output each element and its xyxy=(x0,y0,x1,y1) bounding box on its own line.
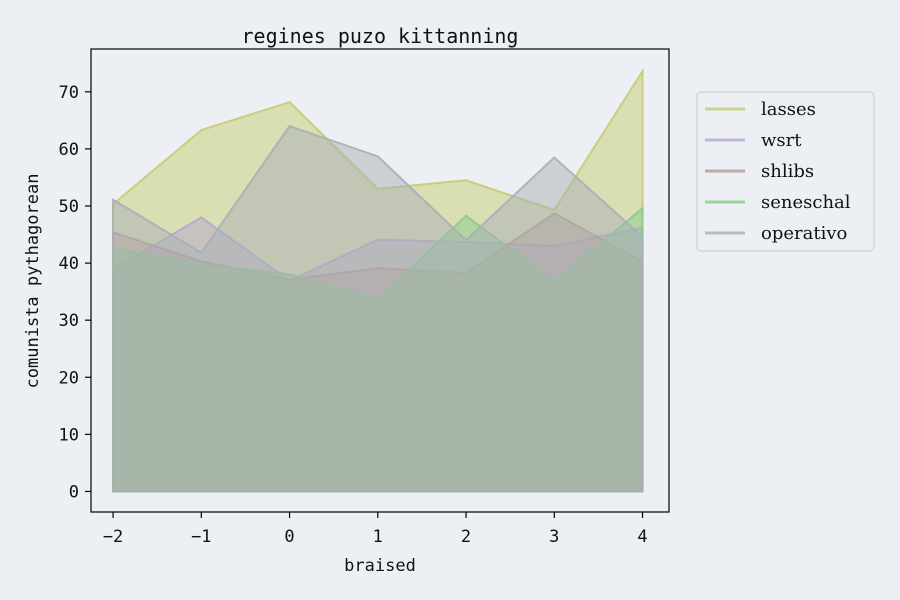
data-point-operativo-6 xyxy=(642,236,644,238)
x-axis: −2 −1 0 1 2 3 4 xyxy=(103,512,648,547)
axes-border xyxy=(90,48,670,513)
x-tick-label: −2 xyxy=(103,527,123,547)
data-point-lasses-1 xyxy=(200,129,202,131)
legend-label-wsrt: wsrt xyxy=(761,130,802,151)
data-point-seneschal-6 xyxy=(642,207,644,209)
data-point-wsrt-1 xyxy=(200,216,202,218)
legend-label-seneschal: seneschal xyxy=(761,192,851,213)
x-tick-label: 1 xyxy=(373,527,383,547)
data-point-lasses-2 xyxy=(289,101,291,103)
y-tick-label: 30 xyxy=(59,311,79,331)
y-axis: 0 10 20 30 40 50 60 70 xyxy=(59,83,91,502)
x-tick-label: 0 xyxy=(284,527,294,547)
legend-box xyxy=(696,91,875,252)
y-tick-label: 40 xyxy=(59,254,79,274)
x-axis-label: braised xyxy=(344,556,416,576)
y-axis-label: comunista pythagorean xyxy=(23,174,43,389)
legend-label-lasses: lasses xyxy=(761,99,816,120)
x-tick-label: 4 xyxy=(637,527,647,547)
y-tick-label: 10 xyxy=(59,425,79,445)
chart-title: regines puzo kittanning xyxy=(242,24,519,48)
data-point-lasses-6 xyxy=(642,70,644,72)
x-tick-label: 2 xyxy=(461,527,471,547)
data-point-lasses-4 xyxy=(465,179,467,181)
data-point-operativo-1 xyxy=(200,252,202,254)
y-tick-label: 70 xyxy=(59,83,79,103)
legend-label-shlibs: shlibs xyxy=(761,161,814,182)
series-area-operativo xyxy=(112,124,644,493)
y-tick-label: 0 xyxy=(69,482,79,502)
x-tick-label: −1 xyxy=(191,527,211,547)
x-tick-label: 3 xyxy=(549,527,559,547)
legend: lasses wsrt shlibs seneschal operativo xyxy=(696,91,875,252)
data-point-operativo-5 xyxy=(553,156,555,158)
y-tick-label: 20 xyxy=(59,368,79,388)
legend-label-operativo: operativo xyxy=(761,223,847,244)
data-point-operativo-4 xyxy=(465,239,467,241)
y-tick-label: 60 xyxy=(59,140,79,160)
plot-area xyxy=(90,48,670,513)
data-point-operativo-3 xyxy=(377,155,379,157)
data-point-operativo-0 xyxy=(112,199,114,201)
data-point-operativo-2 xyxy=(289,125,291,127)
y-tick-label: 50 xyxy=(59,197,79,217)
data-point-seneschal-4 xyxy=(465,215,467,217)
